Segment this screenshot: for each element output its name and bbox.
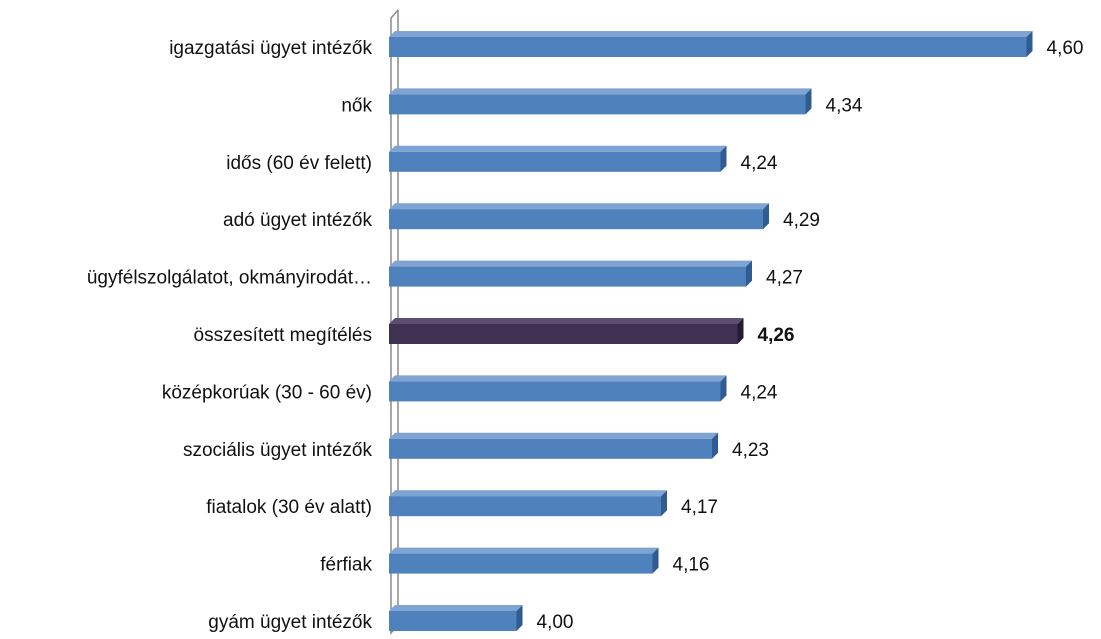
value-label: 4,27 [766, 268, 803, 289]
category-label: középkorúak (30 - 60 év) [162, 382, 372, 403]
category-label: gyám ügyet intézők [208, 612, 372, 633]
category-label: szociális ügyet intézők [183, 440, 373, 461]
bar-side-face [737, 318, 744, 344]
bar-front-face [389, 266, 746, 287]
bar [389, 490, 667, 517]
bar-side-face [746, 260, 752, 287]
value-label: 4,00 [537, 612, 574, 633]
bar-side-face [763, 203, 769, 230]
value-labels: 4,60 4,34 4,24 4,29 4,27 4,26 4,24 4,23 4,17 4,16… [537, 38, 1084, 633]
bar-front-face [389, 496, 661, 517]
bar-top-face [389, 318, 744, 324]
category-label: ügyfélszolgálatot, okmányirodát… [87, 268, 372, 289]
bar-side-face [720, 145, 727, 172]
category-label: fiatalok (30 év alatt) [206, 497, 372, 518]
category-label: összesített megítélés [194, 325, 372, 346]
bar-front-face [389, 209, 763, 230]
bar-side-face [652, 547, 659, 574]
bar [389, 260, 752, 287]
category-label: nők [341, 95, 372, 116]
bar-top-face [389, 375, 727, 382]
category-label: idős (60 év felett) [226, 153, 372, 174]
category-label: adó ügyet intézők [223, 210, 372, 231]
bar [389, 31, 1033, 57]
bars [389, 31, 1033, 631]
bar-top-face [389, 145, 727, 152]
bar-top-face [389, 203, 769, 210]
bar-front-face [389, 438, 712, 459]
value-label: 4,26 [758, 325, 795, 346]
value-label: 4,34 [826, 95, 863, 116]
bar-side-face [516, 605, 523, 631]
bar-top-face [389, 432, 718, 439]
bar-top-face [389, 605, 523, 611]
category-labels: igazgatási ügyet intézők nők idős (60 év f… [87, 38, 373, 633]
bar-highlight [389, 318, 744, 344]
category-label: igazgatási ügyet intézők [169, 38, 372, 59]
bar-top-face [389, 260, 752, 267]
value-label: 4,23 [732, 440, 769, 461]
bar [389, 375, 727, 402]
bar-front-face [389, 553, 653, 574]
value-label: 4,24 [741, 153, 778, 174]
value-label: 4,16 [673, 555, 710, 576]
bar-top-face [389, 547, 659, 554]
bar-front-face [389, 94, 806, 115]
bar [389, 547, 659, 574]
bar-front-face [389, 324, 738, 344]
bar-front-face [389, 151, 721, 172]
bar-side-face [1026, 31, 1033, 57]
bar-top-face [389, 31, 1033, 37]
value-label: 4,24 [741, 382, 778, 403]
bar-side-face [712, 432, 718, 459]
bar [389, 605, 523, 631]
bar-front-face [389, 381, 721, 402]
bar [389, 432, 718, 459]
bar-front-face [389, 611, 517, 631]
bar [389, 145, 727, 172]
bar-side-face [661, 490, 667, 517]
bar-top-face [389, 88, 812, 95]
value-label: 4,60 [1047, 38, 1084, 59]
bar-side-face [805, 88, 812, 115]
category-label: férfiak [320, 555, 372, 576]
value-label: 4,17 [681, 497, 718, 518]
bar [389, 88, 812, 115]
bar [389, 203, 769, 230]
bar-side-face [720, 375, 727, 402]
bar-top-face [389, 490, 667, 497]
bar-front-face [389, 37, 1027, 57]
value-label: 4,29 [783, 210, 820, 231]
